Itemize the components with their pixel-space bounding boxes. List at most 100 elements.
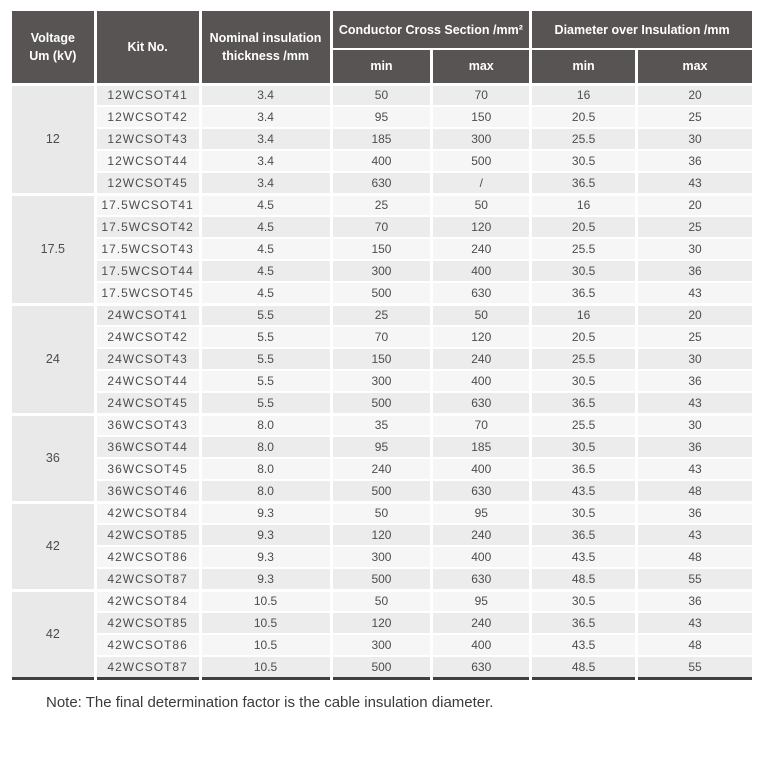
cell-ccs-min: 70: [329, 215, 434, 239]
cell-ccs-min: 150: [329, 347, 434, 371]
cell-thickness: 3.4: [198, 171, 333, 195]
cell-thickness: 8.0: [198, 479, 333, 503]
table-row: 42WCSOT85 9.3 120 240 36.5 43: [11, 523, 755, 547]
cell-kit-no: 36WCSOT44: [93, 435, 202, 459]
cell-thickness: 9.3: [198, 523, 333, 547]
cell-dia-max: 30: [635, 412, 755, 437]
cell-ccs-max: 400: [430, 259, 533, 283]
table-row: 42WCSOT86 10.5 300 400 43.5 48: [11, 633, 755, 657]
cell-dia-min: 43.5: [529, 633, 638, 657]
table-row: 42 42WCSOT84 9.3 50 95 30.5 36: [9, 500, 755, 591]
cell-dia-max: 43: [635, 523, 755, 547]
cell-dia-min: 25.5: [529, 412, 638, 437]
cell-dia-min: 25.5: [529, 347, 638, 371]
cell-dia-min: 30.5: [529, 369, 638, 393]
cell-ccs-max: 240: [430, 347, 533, 371]
cell-dia-min: 36.5: [529, 281, 638, 305]
cell-dia-min: 36.5: [529, 611, 638, 635]
cell-dia-min: 20.5: [529, 215, 638, 239]
cell-ccs-min: 50: [329, 500, 434, 525]
cell-thickness: 8.0: [198, 435, 333, 459]
cell-ccs-max: 185: [430, 435, 533, 459]
cell-ccs-max: 630: [430, 391, 533, 415]
cell-kit-no: 12WCSOT45: [93, 171, 202, 195]
cell-dia-max: 48: [635, 545, 755, 569]
cell-ccs-min: 300: [329, 259, 434, 283]
cell-ccs-max: 400: [430, 369, 533, 393]
cell-kit-no: 42WCSOT84: [93, 588, 202, 613]
cell-dia-max: 20: [635, 192, 755, 217]
cell-ccs-min: 120: [329, 523, 434, 547]
cell-ccs-min: 50: [329, 588, 434, 613]
cell-dia-min: 48.5: [529, 567, 638, 591]
cell-ccs-min: 70: [329, 325, 434, 349]
table-row: 24WCSOT45 5.5 500 630 36.5 43: [11, 391, 755, 415]
cell-ccs-min: 240: [329, 457, 434, 481]
header-dia-max: max: [635, 48, 755, 85]
cell-thickness: 3.4: [198, 105, 333, 129]
voltage-cell: 42: [9, 588, 97, 679]
table-row: 12WCSOT43 3.4 185 300 25.5 30: [11, 127, 755, 151]
cell-kit-no: 42WCSOT84: [93, 500, 202, 525]
cell-dia-min: 30.5: [529, 259, 638, 283]
voltage-cell: 42: [9, 500, 97, 591]
voltage-cell: 17.5: [9, 192, 97, 305]
cell-dia-max: 43: [635, 611, 755, 635]
cell-kit-no: 12WCSOT42: [93, 105, 202, 129]
header-ccs-min: min: [329, 48, 434, 85]
cell-ccs-max: 150: [430, 105, 533, 129]
cell-ccs-min: 500: [329, 281, 434, 305]
cell-ccs-min: 150: [329, 237, 434, 261]
header-voltage: Voltage Um (kV): [9, 9, 97, 85]
cell-dia-min: 30.5: [529, 500, 638, 525]
cell-kit-no: 17.5WCSOT42: [93, 215, 202, 239]
cell-dia-max: 30: [635, 237, 755, 261]
cell-ccs-max: 50: [430, 302, 533, 327]
table-row: 42 42WCSOT84 10.5 50 95 30.5 36: [9, 588, 755, 679]
cell-dia-max: 48: [635, 633, 755, 657]
cell-thickness: 9.3: [198, 567, 333, 591]
table-row: 42WCSOT85 10.5 120 240 36.5 43: [11, 611, 755, 635]
cell-dia-max: 25: [635, 215, 755, 239]
cell-kit-no: 42WCSOT85: [93, 523, 202, 547]
cell-ccs-min: 630: [329, 171, 434, 195]
cell-thickness: 5.5: [198, 391, 333, 415]
cell-dia-min: 30.5: [529, 149, 638, 173]
cell-dia-min: 16: [529, 82, 638, 107]
cell-ccs-min: 500: [329, 391, 434, 415]
cell-kit-no: 24WCSOT43: [93, 347, 202, 371]
table-row: 12WCSOT45 3.4 630/36.5 43: [11, 171, 755, 195]
cell-dia-min: 36.5: [529, 391, 638, 415]
cell-ccs-min: 400: [329, 149, 434, 173]
cell-ccs-max: /: [430, 171, 533, 195]
cell-kit-no: 36WCSOT43: [93, 412, 202, 437]
table-row: 42WCSOT87 9.3 500 630 48.5 55: [11, 567, 755, 591]
cell-thickness: 9.3: [198, 500, 333, 525]
table-row: 17.5WCSOT44 4.5 300 400 30.5 36: [11, 259, 755, 283]
table-row: 24WCSOT42 5.5 70 120 20.5 25: [11, 325, 755, 349]
cell-ccs-max: 95: [430, 588, 533, 613]
cell-ccs-min: 500: [329, 479, 434, 503]
cell-dia-max: 30: [635, 347, 755, 371]
cell-kit-no: 17.5WCSOT44: [93, 259, 202, 283]
header-nominal-line2: thickness /mm: [222, 48, 309, 63]
header-row-top: Voltage Um (kV) Kit No. Nominal insulati…: [9, 9, 755, 85]
cell-dia-max: 36: [635, 259, 755, 283]
cell-dia-min: 20.5: [529, 325, 638, 349]
header-nominal-line1: Nominal insulation: [209, 30, 322, 45]
header-row-sub: min max min max: [11, 48, 755, 85]
cell-thickness: 3.4: [198, 127, 333, 151]
cell-kit-no: 42WCSOT86: [93, 633, 202, 657]
cell-thickness: 5.5: [198, 302, 333, 327]
cell-dia-min: 16: [529, 302, 638, 327]
header-dia-min: min: [529, 48, 638, 85]
cell-ccs-min: 300: [329, 633, 434, 657]
cell-kit-no: 36WCSOT45: [93, 457, 202, 481]
table-row: 36WCSOT46 8.0 500 630 43.5 48: [11, 479, 755, 503]
cell-dia-max: 20: [635, 82, 755, 107]
cell-ccs-max: 50: [430, 192, 533, 217]
cell-ccs-min: 300: [329, 369, 434, 393]
cell-kit-no: 42WCSOT85: [93, 611, 202, 635]
header-nominal-thickness: Nominal insulation thickness /mm: [198, 9, 333, 85]
cell-thickness: 4.5: [198, 192, 333, 217]
